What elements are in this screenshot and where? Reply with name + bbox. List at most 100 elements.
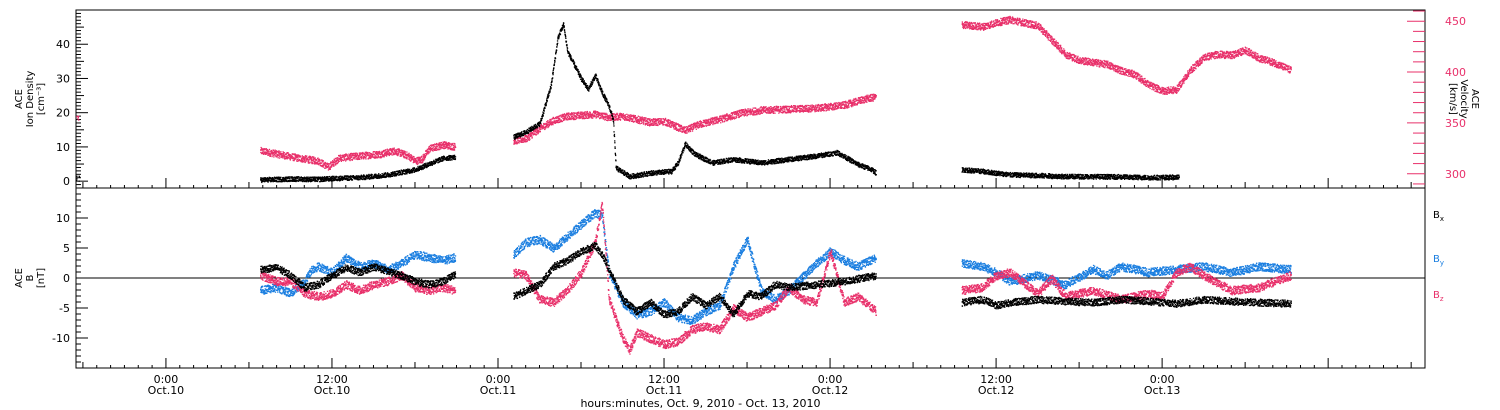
velocity-series-point <box>264 151 266 153</box>
velocity-series-point <box>607 115 610 117</box>
velocity-series-point <box>302 156 304 158</box>
velocity-series-point <box>390 148 392 151</box>
velocity-series-point <box>564 114 566 116</box>
velocity-tick-label: 400 <box>1445 66 1466 79</box>
velocity-series-point <box>315 159 317 161</box>
velocity-series-point <box>672 125 674 127</box>
velocity-series-point <box>420 160 422 163</box>
velocity-series-point <box>447 142 449 144</box>
velocity-series-point <box>307 161 310 163</box>
velocity-series-point <box>445 145 448 147</box>
velocity-series-point <box>332 161 334 164</box>
velocity-series-point <box>648 119 650 121</box>
velocity-series-point <box>652 120 654 122</box>
velocity-series-point <box>353 157 355 159</box>
velocity-series-point <box>614 115 616 117</box>
velocity-series-point <box>1113 70 1115 72</box>
velocity-series-point <box>1028 22 1030 24</box>
velocity-series-point <box>444 141 447 143</box>
velocity-series-point <box>775 105 778 107</box>
velocity-series-point <box>354 156 356 158</box>
velocity-series-point <box>674 125 676 127</box>
velocity-series-point <box>1119 69 1121 71</box>
velocity-series-point <box>1008 16 1010 18</box>
velocity-series-point <box>696 124 698 126</box>
velocity-series-point <box>699 125 701 127</box>
velocity-series-point <box>442 147 444 149</box>
velocity-series-point <box>961 21 963 23</box>
velocity-series-point <box>576 117 578 119</box>
velocity-series-point <box>872 100 874 102</box>
velocity-series-point <box>654 118 657 120</box>
velocity-series-point <box>588 117 590 119</box>
velocity-series-point <box>297 155 299 158</box>
velocity-series-point <box>657 124 659 127</box>
velocity-series-point <box>677 123 679 125</box>
velocity-series-point <box>1104 67 1106 69</box>
velocity-series-point <box>543 123 546 126</box>
velocity-series-point <box>328 163 330 165</box>
velocity-series-point <box>631 120 633 122</box>
velocity-series-point <box>370 157 372 160</box>
velocity-series-point <box>572 116 574 118</box>
velocity-series-point <box>298 158 301 161</box>
velocity-series-point <box>615 114 617 116</box>
velocity-series-point <box>453 146 455 148</box>
velocity-series-point <box>654 120 656 122</box>
velocity-series-point <box>600 117 602 119</box>
velocity-series-point <box>345 160 347 162</box>
velocity-series-point <box>414 161 416 163</box>
velocity-series-point <box>752 107 754 109</box>
velocity-series-point <box>571 118 573 120</box>
velocity-series-point <box>551 121 553 123</box>
velocity-series-point <box>1056 48 1058 50</box>
velocity-series-point <box>566 114 568 116</box>
velocity-series-point <box>1157 91 1159 93</box>
velocity-series-point <box>415 160 417 163</box>
velocity-series-point <box>413 158 415 161</box>
velocity-series-point <box>573 116 575 118</box>
velocity-series-point <box>712 123 714 126</box>
velocity-series-point <box>304 161 306 164</box>
velocity-series-point <box>769 108 772 110</box>
velocity-series-point <box>699 120 701 122</box>
velocity-series-point <box>393 151 396 153</box>
velocity-series-point <box>530 131 532 134</box>
velocity-series-point <box>429 151 431 153</box>
velocity-series-point <box>389 148 391 150</box>
velocity-series-point <box>412 159 414 161</box>
velocity-series-point <box>973 25 975 27</box>
velocity-series-point <box>273 153 275 155</box>
velocity-series-point <box>605 112 607 114</box>
velocity-series-point <box>686 132 688 134</box>
velocity-series-point <box>368 154 370 156</box>
velocity-series-point <box>655 121 657 123</box>
velocity-series-point <box>673 122 675 124</box>
velocity-series-point <box>581 113 584 115</box>
velocity-series-point <box>516 143 518 145</box>
velocity-series-point <box>647 121 649 123</box>
velocity-series-point <box>378 152 380 154</box>
velocity-series-point <box>1133 71 1136 73</box>
velocity-series-point <box>318 161 320 163</box>
velocity-series-point <box>985 28 987 30</box>
velocity-series-point <box>261 151 263 154</box>
velocity-series-point <box>371 154 374 156</box>
velocity-series-point <box>787 108 789 111</box>
velocity-series-point <box>1151 88 1153 91</box>
velocity-series-point <box>396 154 398 156</box>
velocity-series-point <box>599 114 602 116</box>
velocity-series-point <box>346 158 348 161</box>
velocity-series-point <box>260 152 263 155</box>
velocity-series-point <box>335 161 337 163</box>
velocity-series-point <box>629 118 632 120</box>
velocity-series-point <box>547 120 549 122</box>
velocity-series-point <box>294 158 296 160</box>
velocity-series-point <box>605 116 608 118</box>
velocity-tick-label: 450 <box>1445 15 1466 28</box>
velocity-series-point <box>715 122 717 124</box>
velocity-series-point <box>637 120 639 122</box>
velocity-series-point <box>652 122 654 124</box>
velocity-series-point <box>375 151 378 153</box>
velocity-series-point <box>1025 25 1027 27</box>
